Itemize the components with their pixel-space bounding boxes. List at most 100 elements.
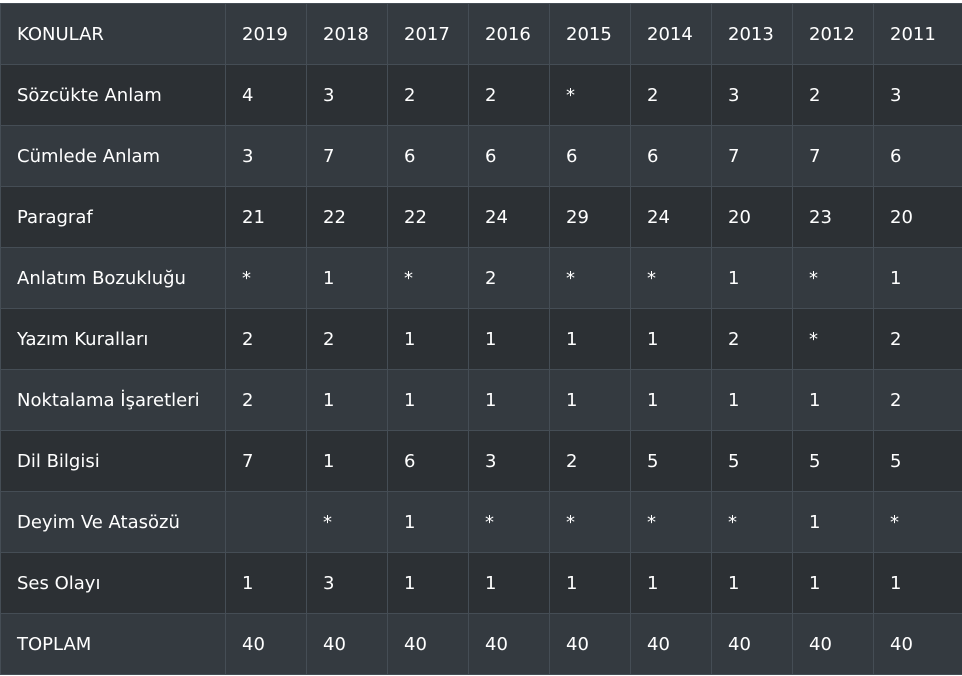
count-cell: 22 [306, 186, 388, 248]
column-header-year: 2014 [630, 3, 712, 65]
topic-cell: Anlatım Bozukluğu [0, 247, 226, 309]
count-cell: * [468, 491, 550, 553]
column-header-year: 2012 [792, 3, 874, 65]
count-cell: 5 [792, 430, 874, 492]
count-cell: 6 [549, 125, 631, 187]
count-cell: 40 [549, 613, 631, 675]
table-row: Anlatım Bozukluğu * 1 * 2 * * 1 * 1 [0, 247, 962, 309]
topic-cell: TOPLAM [0, 613, 226, 675]
count-cell: 1 [792, 552, 874, 614]
count-cell: 24 [630, 186, 712, 248]
count-cell [225, 491, 307, 553]
count-cell: 1 [468, 369, 550, 431]
count-cell: * [630, 491, 712, 553]
column-header-year: 2015 [549, 3, 631, 65]
count-cell: 40 [792, 613, 874, 675]
count-cell: 4 [225, 64, 307, 126]
count-cell: 1 [387, 491, 469, 553]
column-header-year: 2016 [468, 3, 550, 65]
count-cell: * [549, 247, 631, 309]
topic-cell: Paragraf [0, 186, 226, 248]
count-cell: 5 [630, 430, 712, 492]
count-cell: 3 [225, 125, 307, 187]
count-cell: 1 [630, 369, 712, 431]
count-cell: * [306, 491, 388, 553]
count-cell: 22 [387, 186, 469, 248]
count-cell: 1 [711, 369, 793, 431]
count-cell: 3 [306, 552, 388, 614]
count-cell: * [225, 247, 307, 309]
table-row: Yazım Kuralları 2 2 1 1 1 1 2 * 2 [0, 308, 962, 370]
count-cell: 6 [387, 125, 469, 187]
count-cell: 1 [792, 491, 874, 553]
table-row: Noktalama İşaretleri 2 1 1 1 1 1 1 1 2 [0, 369, 962, 431]
count-cell: 3 [873, 64, 962, 126]
count-cell: 5 [873, 430, 962, 492]
count-cell: 5 [711, 430, 793, 492]
column-header-topics: KONULAR [0, 3, 226, 65]
count-cell: 7 [792, 125, 874, 187]
count-cell: 1 [549, 552, 631, 614]
count-cell: 2 [549, 430, 631, 492]
count-cell: 2 [225, 308, 307, 370]
count-cell: * [792, 247, 874, 309]
count-cell: 20 [873, 186, 962, 248]
count-cell: 6 [873, 125, 962, 187]
table-row: Dil Bilgisi 7 1 6 3 2 5 5 5 5 [0, 430, 962, 492]
count-cell: 2 [468, 64, 550, 126]
total-row: TOPLAM 40 40 40 40 40 40 40 40 40 [0, 613, 962, 675]
count-cell: * [873, 491, 962, 553]
topic-cell: Yazım Kuralları [0, 308, 226, 370]
count-cell: 1 [306, 430, 388, 492]
count-cell: 1 [792, 369, 874, 431]
table-row: Ses Olayı 1 3 1 1 1 1 1 1 1 [0, 552, 962, 614]
count-cell: 40 [468, 613, 550, 675]
count-cell: * [630, 247, 712, 309]
count-cell: 3 [468, 430, 550, 492]
count-cell: 2 [630, 64, 712, 126]
count-cell: 1 [549, 369, 631, 431]
count-cell: 40 [711, 613, 793, 675]
column-header-year: 2019 [225, 3, 307, 65]
count-cell: 24 [468, 186, 550, 248]
count-cell: 1 [387, 369, 469, 431]
count-cell: 1 [630, 308, 712, 370]
topic-cell: Dil Bilgisi [0, 430, 226, 492]
count-cell: 40 [306, 613, 388, 675]
count-cell: 1 [225, 552, 307, 614]
topics-table: KONULAR 2019 2018 2017 2016 2015 2014 2013 2012 2… [0, 3, 962, 675]
count-cell: 6 [630, 125, 712, 187]
count-cell: 6 [387, 430, 469, 492]
count-cell: 2 [711, 308, 793, 370]
count-cell: 7 [306, 125, 388, 187]
count-cell: 1 [549, 308, 631, 370]
count-cell: 1 [306, 247, 388, 309]
table-row: Deyim Ve Atasözü * 1 * * * * 1 * [0, 491, 962, 553]
header-row: KONULAR 2019 2018 2017 2016 2015 2014 2013 2012 2… [0, 3, 962, 65]
count-cell: 29 [549, 186, 631, 248]
count-cell: 2 [306, 308, 388, 370]
count-cell: 1 [468, 552, 550, 614]
count-cell: 7 [225, 430, 307, 492]
count-cell: 3 [306, 64, 388, 126]
count-cell: 1 [468, 308, 550, 370]
count-cell: * [549, 491, 631, 553]
count-cell: 40 [387, 613, 469, 675]
column-header-year: 2013 [711, 3, 793, 65]
count-cell: 40 [873, 613, 962, 675]
topic-cell: Deyim Ve Atasözü [0, 491, 226, 553]
count-cell: 40 [630, 613, 712, 675]
count-cell: * [387, 247, 469, 309]
count-cell: 1 [873, 247, 962, 309]
column-header-year: 2018 [306, 3, 388, 65]
count-cell: 1 [306, 369, 388, 431]
count-cell: 3 [711, 64, 793, 126]
count-cell: 1 [711, 247, 793, 309]
count-cell: 20 [711, 186, 793, 248]
table-row: Paragraf 21 22 22 24 29 24 20 23 20 [0, 186, 962, 248]
count-cell: * [792, 308, 874, 370]
table-body: Sözcükte Anlam 4 3 2 2 * 2 3 2 3 Cümlede Anlam 3 7 6 6… [0, 64, 962, 675]
table-row: Sözcükte Anlam 4 3 2 2 * 2 3 2 3 [0, 64, 962, 126]
count-cell: 1 [711, 552, 793, 614]
